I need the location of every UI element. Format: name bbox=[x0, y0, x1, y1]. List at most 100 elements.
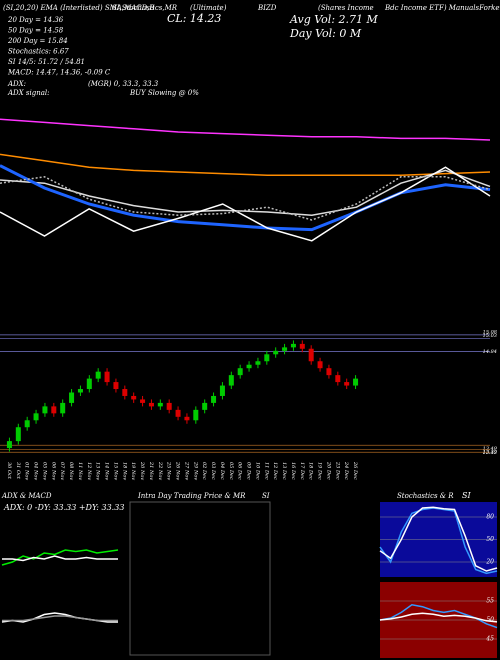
ma-legend: Stochastics: 6.67 bbox=[8, 48, 69, 56]
ma-legend: 200 Day = 15.84 bbox=[7, 37, 68, 45]
candle-body bbox=[140, 399, 146, 403]
candle-body bbox=[6, 441, 12, 449]
x-tick-label: 22 Nov bbox=[157, 461, 163, 480]
x-tick-label: 18 Nov bbox=[121, 462, 127, 480]
x-tick-label: 30 Oct bbox=[6, 462, 12, 480]
candle-body bbox=[95, 371, 101, 379]
candle-body bbox=[42, 406, 48, 414]
x-tick-label: 10 Dec bbox=[254, 462, 260, 480]
header-text: (Shares Income bbox=[318, 4, 374, 12]
x-tick-label: 16 Dec bbox=[290, 462, 296, 480]
x-tick-label: 25 Nov bbox=[166, 461, 172, 480]
x-tick-label: 11 Nov bbox=[77, 462, 83, 480]
y-tick-label: 13.43 bbox=[483, 450, 497, 456]
x-tick-label: 04 Nov bbox=[33, 462, 39, 480]
avg-volume: Avg Vol: 2.71 M bbox=[289, 13, 379, 26]
y-tick-label: 20 bbox=[485, 559, 494, 566]
series-line bbox=[0, 153, 491, 176]
x-tick-label: 19 Nov bbox=[130, 462, 136, 480]
candle-body bbox=[51, 406, 57, 414]
candle-body bbox=[157, 402, 163, 407]
y-tick-label: 13.39 bbox=[483, 450, 498, 456]
y-tick-label: 50 bbox=[486, 536, 494, 543]
x-tick-label: 24 Dec bbox=[343, 461, 349, 480]
adx-text: ADX signal: bbox=[7, 89, 49, 97]
candle-body bbox=[211, 395, 217, 403]
candle-body bbox=[69, 392, 75, 403]
x-tick-label: 13 Nov bbox=[95, 462, 101, 480]
x-tick-label: 27 Nov bbox=[183, 461, 189, 480]
x-tick-label: 03 Dec bbox=[210, 462, 216, 480]
y-tick-label: 14.84 bbox=[483, 349, 497, 355]
header-text: BIZD bbox=[257, 4, 277, 12]
candle-body bbox=[219, 385, 225, 396]
candle-body bbox=[344, 382, 350, 386]
series-line bbox=[0, 118, 491, 141]
candle-body bbox=[255, 361, 261, 365]
x-tick-label: 21 Nov bbox=[148, 461, 154, 480]
candle-body bbox=[175, 409, 181, 417]
x-tick-label: 05 Dec bbox=[228, 462, 234, 480]
candle-body bbox=[33, 413, 39, 421]
candle-body bbox=[228, 375, 234, 386]
series-line bbox=[0, 166, 491, 242]
x-tick-label: 29 Nov bbox=[192, 461, 198, 480]
x-tick-label: 14 Nov bbox=[104, 462, 110, 480]
candle-body bbox=[237, 368, 243, 376]
ma-legend: 20 Day = 14.36 bbox=[7, 16, 64, 24]
candle-body bbox=[308, 348, 314, 362]
y-tick-label: 15.08 bbox=[483, 329, 497, 335]
candle-body bbox=[166, 402, 172, 410]
x-tick-label: 20 Nov bbox=[139, 461, 145, 480]
day-volume: Day Vol: 0 M bbox=[289, 27, 362, 40]
y-tick-label: 13.49 bbox=[483, 446, 498, 452]
x-tick-label: 15 Nov bbox=[112, 462, 118, 480]
x-tick-label: 06 Nov bbox=[50, 462, 56, 480]
adx-text: BUY Slowing @ 0% bbox=[129, 89, 199, 97]
panel-title: ADX & MACD bbox=[1, 492, 52, 500]
candle-body bbox=[317, 361, 323, 369]
panel-subtitle: SI bbox=[462, 491, 471, 500]
candle-body bbox=[264, 354, 270, 362]
x-tick-label: 05 Nov bbox=[41, 462, 47, 480]
ma-legend: MACD: 14.47, 14.36, -0.09 C bbox=[7, 69, 111, 77]
x-tick-label: 02 Dec bbox=[201, 462, 207, 480]
x-tick-label: 07 Nov bbox=[59, 462, 65, 480]
candle-body bbox=[24, 420, 30, 428]
x-tick-label: 19 Dec bbox=[317, 462, 323, 480]
x-tick-label: 20 Dec bbox=[325, 461, 331, 480]
candle-body bbox=[184, 416, 190, 421]
y-tick-label: 50 bbox=[486, 617, 494, 624]
header-text: (SI,20,20) EMA (Interlisted) SMA,MACD,B bbox=[3, 4, 154, 12]
x-tick-label: 12 Nov bbox=[86, 462, 92, 480]
adx-text: ADX: bbox=[7, 80, 26, 88]
x-tick-label: 09 Dec bbox=[246, 462, 252, 480]
candle-body bbox=[15, 427, 21, 442]
candle-body bbox=[273, 350, 279, 355]
intraday-title: Intra Day Trading Price & MR bbox=[137, 492, 246, 500]
series-line bbox=[379, 506, 498, 572]
x-tick-label: 06 Dec bbox=[237, 462, 243, 480]
x-tick-label: 04 Dec bbox=[219, 462, 225, 480]
candle-body bbox=[131, 395, 137, 400]
y-tick-label: 55 bbox=[486, 598, 494, 605]
y-tick-label: 15.03 bbox=[483, 333, 497, 339]
candle-body bbox=[353, 378, 359, 386]
x-tick-label: 11 Dec bbox=[263, 462, 269, 480]
candle-body bbox=[148, 402, 154, 407]
panel-subtitle: ADX: 0 -DY: 33.33 +DY: 33.33 bbox=[3, 503, 124, 512]
series-line bbox=[0, 169, 491, 216]
series-line bbox=[0, 164, 491, 232]
candle-body bbox=[282, 347, 288, 351]
intraday-box bbox=[129, 501, 271, 656]
candle-body bbox=[113, 382, 119, 390]
candle-body bbox=[122, 389, 128, 396]
x-tick-label: 26 Nov bbox=[175, 461, 181, 480]
adx-text: (MGR) 0, 33.3, 33.3 bbox=[88, 80, 159, 88]
candle-body bbox=[246, 364, 252, 369]
candle-body bbox=[326, 368, 332, 376]
candle-body bbox=[335, 375, 341, 383]
x-tick-label: 18 Dec bbox=[308, 462, 314, 480]
ma-legend: SI 14/5: 51.72 / 54.81 bbox=[8, 58, 85, 66]
